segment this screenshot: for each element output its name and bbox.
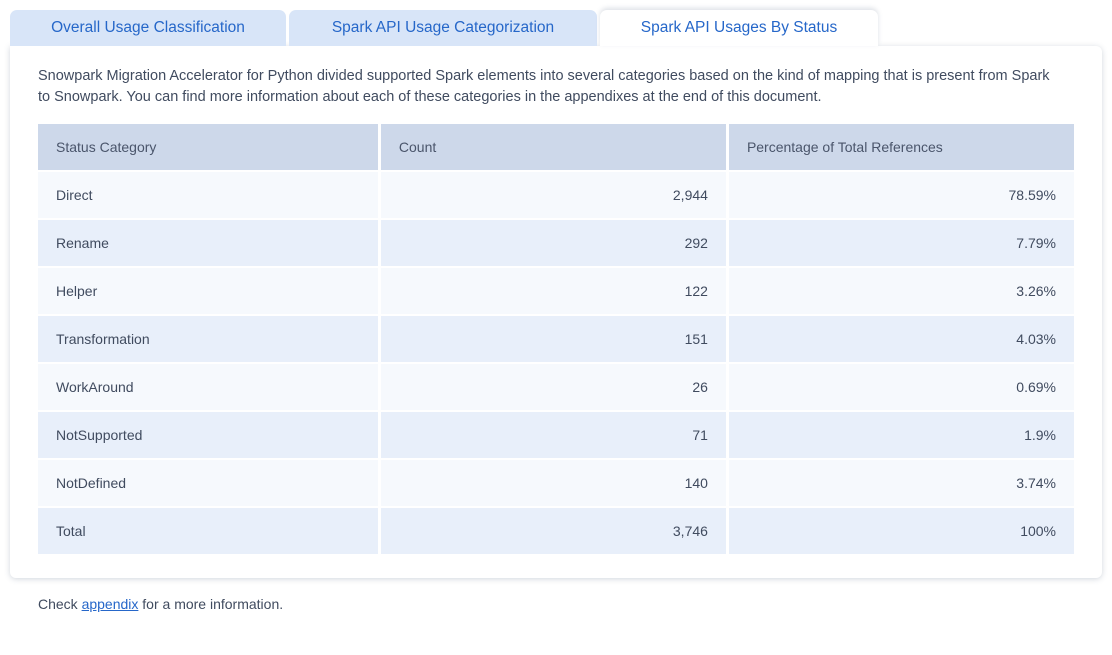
footer-note-suffix: for a more information. bbox=[138, 596, 284, 613]
table-row: Rename 292 7.79% bbox=[38, 220, 1074, 267]
column-header-count: Count bbox=[380, 124, 726, 171]
count-cell: 2,944 bbox=[380, 172, 726, 219]
status-category-cell: Total bbox=[38, 508, 378, 555]
count-cell: 26 bbox=[380, 364, 726, 411]
status-panel: Snowpark Migration Accelerator for Pytho… bbox=[10, 46, 1102, 579]
table-row-total: Total 3,746 100% bbox=[38, 508, 1074, 555]
table-row: NotSupported 71 1.9% bbox=[38, 412, 1074, 459]
percentage-cell: 1.9% bbox=[728, 412, 1074, 459]
count-cell: 71 bbox=[380, 412, 726, 459]
count-cell: 292 bbox=[380, 220, 726, 267]
status-category-cell: Transformation bbox=[38, 316, 378, 363]
percentage-cell: 3.26% bbox=[728, 268, 1074, 315]
tab-overall-usage-classification[interactable]: Overall Usage Classification bbox=[10, 10, 286, 46]
percentage-cell: 78.59% bbox=[728, 172, 1074, 219]
percentage-cell: 0.69% bbox=[728, 364, 1074, 411]
status-category-cell: WorkAround bbox=[38, 364, 378, 411]
percentage-cell: 3.74% bbox=[728, 460, 1074, 507]
column-header-percentage: Percentage of Total References bbox=[728, 124, 1074, 171]
column-header-status-category: Status Category bbox=[38, 124, 378, 171]
status-category-cell: NotSupported bbox=[38, 412, 378, 459]
table-row: Direct 2,944 78.59% bbox=[38, 172, 1074, 219]
count-cell: 151 bbox=[380, 316, 726, 363]
status-category-cell: Rename bbox=[38, 220, 378, 267]
panel-description: Snowpark Migration Accelerator for Pytho… bbox=[38, 68, 1050, 106]
percentage-cell: 100% bbox=[728, 508, 1074, 555]
status-category-cell: Direct bbox=[38, 172, 378, 219]
status-category-cell: Helper bbox=[38, 268, 378, 315]
count-cell: 122 bbox=[380, 268, 726, 315]
tab-spark-api-usages-by-status[interactable]: Spark API Usages By Status bbox=[600, 10, 878, 46]
table-row: NotDefined 140 3.74% bbox=[38, 460, 1074, 507]
table-row: Helper 122 3.26% bbox=[38, 268, 1074, 315]
table-header-row: Status Category Count Percentage of Tota… bbox=[38, 124, 1074, 171]
status-category-cell: NotDefined bbox=[38, 460, 378, 507]
table-row: WorkAround 26 0.69% bbox=[38, 364, 1074, 411]
percentage-cell: 7.79% bbox=[728, 220, 1074, 267]
footer-note-prefix: Check bbox=[38, 596, 82, 613]
count-cell: 140 bbox=[380, 460, 726, 507]
status-table: Status Category Count Percentage of Tota… bbox=[35, 122, 1077, 556]
tab-spark-api-usage-categorization[interactable]: Spark API Usage Categorization bbox=[289, 10, 597, 46]
count-cell: 3,746 bbox=[380, 508, 726, 555]
footer-note: Check appendix for a more information. bbox=[38, 596, 1102, 612]
tab-bar: Overall Usage Classification Spark API U… bbox=[0, 0, 1112, 46]
table-row: Transformation 151 4.03% bbox=[38, 316, 1074, 363]
appendix-link[interactable]: appendix bbox=[81, 596, 139, 613]
percentage-cell: 4.03% bbox=[728, 316, 1074, 363]
